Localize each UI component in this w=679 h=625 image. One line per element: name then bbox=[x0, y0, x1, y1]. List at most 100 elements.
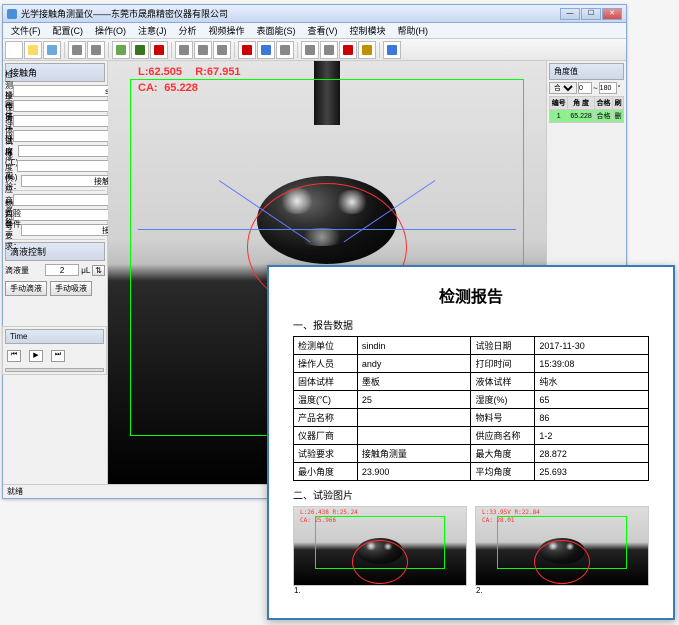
table-row[interactable]: 165.228合格删 bbox=[550, 110, 624, 123]
help-icon[interactable] bbox=[383, 41, 401, 59]
open-icon[interactable] bbox=[24, 41, 42, 59]
angle-table: 编号角 度合格刷 165.228合格删 bbox=[549, 96, 624, 123]
menu-item[interactable]: 文件(F) bbox=[5, 24, 47, 37]
minus-icon[interactable] bbox=[175, 41, 193, 59]
flag-red-icon[interactable] bbox=[339, 41, 357, 59]
rect-green2-icon[interactable] bbox=[131, 41, 149, 59]
liquid-unit: μL bbox=[81, 266, 90, 275]
time-panel: Time ⏮ ▶ ⏭ bbox=[2, 326, 107, 375]
report-cell: 打印时间 bbox=[471, 355, 535, 373]
liquid-amount-input[interactable] bbox=[45, 264, 79, 276]
measure-icon[interactable] bbox=[301, 41, 319, 59]
time-control[interactable]: ▶ bbox=[29, 350, 43, 362]
report-cell: 最小角度 bbox=[294, 463, 358, 481]
close-button[interactable]: ✕ bbox=[602, 8, 622, 20]
menu-item[interactable]: 分析 bbox=[173, 24, 203, 37]
report-cell: 15:39:08 bbox=[535, 355, 649, 373]
report-cell: 纯水 bbox=[535, 373, 649, 391]
save-icon[interactable] bbox=[43, 41, 61, 59]
liquid-amount-label: 滴液量 bbox=[5, 265, 45, 276]
report-cell: 28.872 bbox=[535, 445, 649, 463]
report-cell: andy bbox=[357, 355, 471, 373]
angle-panel-title: 角度值 bbox=[549, 63, 624, 80]
menu-item[interactable]: 控制模块 bbox=[344, 24, 392, 37]
overlay-CA: CA: 65.228 bbox=[138, 81, 198, 94]
manual-suck-button[interactable]: 手动吸液 bbox=[50, 281, 92, 296]
minimize-button[interactable]: — bbox=[560, 8, 580, 20]
status-text: 就绪 bbox=[7, 486, 23, 497]
report-table: 检测单位sindin试验日期2017-11-30 操作人员andy打印时间15:3… bbox=[293, 336, 649, 481]
report-cell: 操作人员 bbox=[294, 355, 358, 373]
time-control[interactable]: ⏭ bbox=[51, 350, 65, 362]
line-icon[interactable] bbox=[276, 41, 294, 59]
menu-item[interactable]: 表面能(S) bbox=[251, 24, 302, 37]
report-cell: sindin bbox=[357, 337, 471, 355]
report-cell bbox=[357, 427, 471, 445]
report-cell: 86 bbox=[535, 409, 649, 427]
rect-green-icon[interactable] bbox=[112, 41, 130, 59]
dot-blue-icon[interactable] bbox=[257, 41, 275, 59]
report-window: 检测报告 一、报告数据 检测单位sindin试验日期2017-11-30 操作人员… bbox=[267, 265, 675, 620]
key-icon[interactable] bbox=[358, 41, 376, 59]
report-cell: 23.900 bbox=[357, 463, 471, 481]
report-title: 检测报告 bbox=[293, 283, 649, 307]
report-section2: 二、试验图片 bbox=[293, 487, 649, 502]
maximize-button[interactable]: ☐ bbox=[581, 8, 601, 20]
report-cell: 检测单位 bbox=[294, 337, 358, 355]
report-cell: 物料号 bbox=[471, 409, 535, 427]
filter-low-input[interactable] bbox=[578, 82, 592, 94]
report-cell: 最大角度 bbox=[471, 445, 535, 463]
filter-select[interactable]: 合格 bbox=[549, 82, 577, 94]
table-header: 刷 bbox=[613, 97, 624, 110]
report-cell: 试验日期 bbox=[471, 337, 535, 355]
h-icon[interactable] bbox=[194, 41, 212, 59]
report-cell: 仪器厂商 bbox=[294, 427, 358, 445]
toolbar bbox=[3, 39, 626, 61]
time-slider[interactable] bbox=[5, 368, 104, 372]
report-cell: 2017-11-30 bbox=[535, 337, 649, 355]
manual-drop-button[interactable]: 手动滴液 bbox=[5, 281, 47, 296]
report-cell: 产品名称 bbox=[294, 409, 358, 427]
report-cell: 液体试样 bbox=[471, 373, 535, 391]
menu-item[interactable]: 操作(O) bbox=[89, 24, 132, 37]
table-header: 角 度 bbox=[568, 97, 594, 110]
report-cell bbox=[357, 409, 471, 427]
menubar: 文件(F)配置(C)操作(O)注意(J)分析视频操作表面能(S)查看(V)控制模… bbox=[3, 23, 626, 39]
report-cell: 接触角测量 bbox=[357, 445, 471, 463]
menu-item[interactable]: 配置(C) bbox=[47, 24, 90, 37]
time-title: Time bbox=[5, 329, 104, 344]
titlebar: 光学接触角测量仪——东莞市晟鼎精密仪器有限公司 — ☐ ✕ bbox=[3, 5, 626, 23]
redo-icon[interactable] bbox=[87, 41, 105, 59]
app-icon bbox=[7, 9, 17, 19]
filter-high-input[interactable] bbox=[599, 82, 617, 94]
overlay-L: L:62.505 R:67.951 bbox=[138, 65, 241, 78]
dot-red-icon[interactable] bbox=[238, 41, 256, 59]
curve-icon[interactable] bbox=[213, 41, 231, 59]
new-icon[interactable] bbox=[5, 41, 23, 59]
report-thumb: L:26.438 R:25.24CA: 25.9661. bbox=[293, 506, 467, 586]
baseline bbox=[138, 229, 516, 230]
menu-item[interactable]: 查看(V) bbox=[302, 24, 344, 37]
angle-icon[interactable] bbox=[320, 41, 338, 59]
target-icon[interactable] bbox=[150, 41, 168, 59]
menu-item[interactable]: 帮助(H) bbox=[392, 24, 435, 37]
liquid-panel-title: 滴液控制 bbox=[5, 242, 105, 261]
report-cell: 1-2 bbox=[535, 427, 649, 445]
window-title: 光学接触角测量仪——东莞市晟鼎精密仪器有限公司 bbox=[21, 7, 228, 20]
report-cell: 固体试样 bbox=[294, 373, 358, 391]
report-cell: 湿度(%) bbox=[471, 391, 535, 409]
left-panel: 接触角 检测单位操作员固体试样液体试样温度(℃)湿度(%)实验： 供应商名称物料… bbox=[3, 61, 108, 484]
report-cell: 试验要求 bbox=[294, 445, 358, 463]
liquid-stepper[interactable]: ⇅ bbox=[92, 265, 105, 276]
undo-icon[interactable] bbox=[68, 41, 86, 59]
menu-item[interactable]: 视频操作 bbox=[203, 24, 251, 37]
contact-angle-panel-title: 接触角 bbox=[5, 63, 105, 82]
report-cell: 65 bbox=[535, 391, 649, 409]
report-cell: 供应商名称 bbox=[471, 427, 535, 445]
report-section1: 一、报告数据 bbox=[293, 317, 649, 332]
report-cell: 墨板 bbox=[357, 373, 471, 391]
menu-item[interactable]: 注意(J) bbox=[132, 24, 173, 37]
report-cell: 25 bbox=[357, 391, 471, 409]
report-cell: 平均角度 bbox=[471, 463, 535, 481]
time-control[interactable]: ⏮ bbox=[7, 350, 21, 362]
